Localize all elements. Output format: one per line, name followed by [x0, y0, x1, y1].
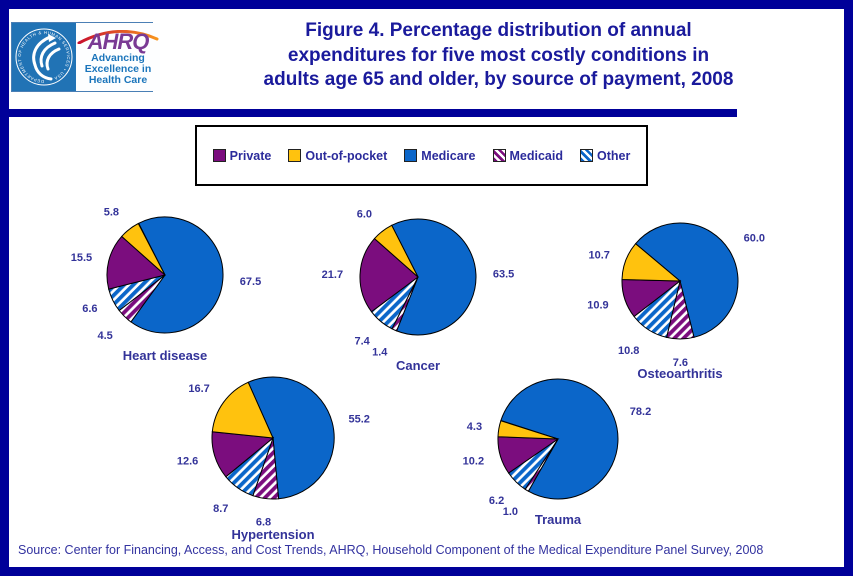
legend-item-other: Other	[580, 149, 630, 163]
pie-slice-Out-of-pocket	[497, 420, 559, 440]
source-note: Source: Center for Financing, Access, an…	[18, 543, 764, 557]
hhs-seal-icon: DEPARTMENT OF HEALTH & HUMAN SERVICES • …	[12, 23, 76, 91]
pie-chart-heart-disease: 67.5 4.5 6.6 15.5 5.8 Heart disease	[59, 191, 271, 363]
pie-slice-Medicare	[391, 218, 477, 336]
pie-caption-osteoarthritis: Osteoarthritis	[637, 366, 723, 381]
legend-swatch-medicare	[404, 149, 418, 162]
pie-caption-heart-disease: Heart disease	[122, 348, 208, 363]
slice-value-label: 10.8	[618, 345, 639, 357]
slice-value-label: 4.5	[98, 330, 113, 342]
slice-value-label: 4.3	[467, 421, 482, 433]
legend-item-out-of-pocket: Out-of-pocket	[288, 149, 387, 163]
pie-slice-Medicare	[247, 376, 335, 500]
slice-value-label: 6.0	[357, 209, 372, 221]
page-border-top	[0, 0, 853, 9]
slice-value-label: 60.0	[744, 232, 765, 244]
pie-slice-Out-of-pocket	[373, 224, 419, 278]
tagline-line: Advancing	[91, 51, 145, 64]
ahrq-logo-panel: AHRQ Advancing Excellence in Health Care	[76, 23, 160, 91]
title-line-1: Figure 4. Percentage distribution of ann…	[305, 20, 692, 41]
slice-value-label: 55.2	[349, 413, 370, 425]
slice-value-label: 67.5	[240, 276, 261, 288]
legend-swatch-out-of-pocket	[288, 149, 302, 162]
slice-value-label: 12.6	[177, 456, 198, 468]
legend-label-private: Private	[229, 148, 272, 163]
slice-value-label: 16.7	[188, 383, 209, 395]
slice-value-label: 10.9	[587, 299, 608, 311]
pie-slice-Out-of-pocket	[120, 222, 166, 276]
hhs-eagle-icon	[32, 35, 61, 81]
slice-value-label: 1.4	[372, 347, 388, 359]
slice-value-label: 6.8	[256, 516, 271, 528]
legend: Private Out-of-pocket Medicare Medicaid …	[195, 125, 648, 186]
legend-label-out-of-pocket: Out-of-pocket	[305, 148, 388, 163]
slice-value-label: 1.0	[503, 506, 518, 518]
slice-value-label: 7.4	[355, 336, 371, 348]
pie-caption-cancer: Cancer	[395, 358, 441, 373]
legend-swatch-private	[212, 149, 226, 162]
tagline-line: Excellence in	[84, 62, 152, 75]
pie-slice-Medicare	[130, 216, 224, 334]
slice-value-label: 7.6	[673, 357, 688, 369]
slice-value-label: 5.8	[104, 207, 119, 219]
pie-chart-cancer: 63.5 1.4 7.4 21.7 6.0 Cancer	[312, 193, 524, 373]
pie-slice-Private	[359, 237, 419, 313]
ahrq-tagline: Advancing Excellence in Health Care	[84, 51, 152, 86]
ahrq-hhs-logo: DEPARTMENT OF HEALTH & HUMAN SERVICES • …	[11, 22, 160, 92]
legend-swatch-other	[580, 149, 593, 162]
page-border-bottom	[0, 567, 853, 576]
slice-value-label: 6.2	[489, 495, 504, 507]
ahrq-wordmark: AHRQ	[87, 28, 150, 54]
page-border-left	[0, 0, 9, 576]
pie-chart-hypertension: 55.2 6.8 8.7 12.6 16.7 Hypertension	[167, 354, 379, 542]
legend-item-medicaid: Medicaid	[492, 148, 564, 163]
legend-label-other: Other	[597, 148, 631, 163]
title-line-2: expenditures for five most costly condit…	[287, 44, 710, 66]
legend-item-medicare: Medicare	[404, 148, 476, 163]
slice-value-label: 78.2	[630, 406, 651, 418]
legend-swatch-medicaid	[492, 149, 506, 162]
legend-label-medicaid: Medicaid	[509, 148, 564, 163]
ahrq-arc-icon	[77, 29, 159, 44]
pie-caption-hypertension: Hypertension	[231, 527, 315, 542]
legend-item-private: Private	[212, 148, 272, 163]
slice-value-label: 10.2	[463, 456, 484, 468]
figure-title: Figure 4. Percentage distribution of ann…	[158, 19, 839, 93]
title-line-3: adults age 65 and older, by source of pa…	[263, 69, 734, 90]
slice-value-label: 63.5	[493, 269, 514, 281]
slice-value-label: 15.5	[71, 252, 92, 264]
pie-slice-Medicare	[634, 222, 739, 338]
pie-slice-Medicare	[500, 378, 619, 500]
page-border-right	[844, 0, 853, 576]
slice-value-label: 10.7	[588, 249, 609, 261]
pie-caption-trauma: Trauma	[534, 512, 582, 527]
pie-slice-Out-of-pocket	[621, 242, 682, 282]
pie-chart-trauma: 78.2 1.0 6.2 10.2 4.3 Trauma	[452, 355, 664, 527]
slice-value-label: 6.6	[82, 303, 97, 315]
tagline-line: Health Care	[88, 73, 148, 86]
slice-value-label: 21.7	[322, 269, 343, 281]
header-divider	[0, 109, 737, 117]
slice-value-label: 8.7	[213, 503, 228, 515]
pie-slice-Out-of-pocket	[211, 381, 274, 439]
pie-slice-Private	[106, 235, 167, 290]
legend-label-medicare: Medicare	[421, 148, 476, 163]
pie-chart-osteoarthritis: 60.0 7.6 10.8 10.9 10.7 Osteoarthritis	[574, 197, 786, 381]
